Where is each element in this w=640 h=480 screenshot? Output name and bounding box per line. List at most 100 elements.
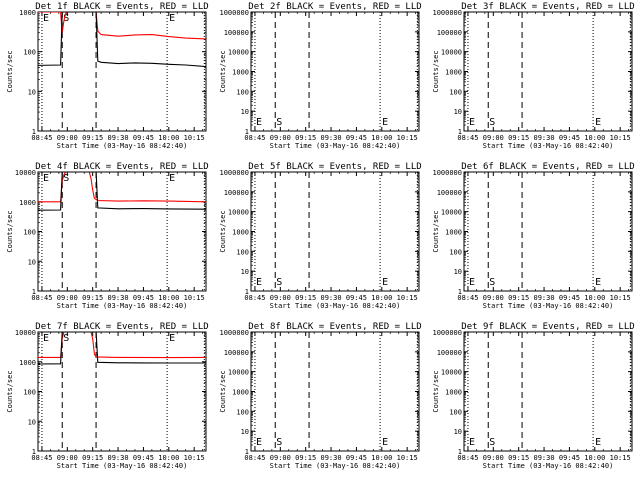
plot-frame xyxy=(37,331,207,452)
y-tick-label: 100 xyxy=(236,88,249,96)
panel-title: Det 5f BLACK = Events, RED = LLD xyxy=(248,162,421,172)
plot-frame xyxy=(250,11,420,132)
x-tick-label: 10:15 xyxy=(184,294,205,302)
x-tick-label: 08:45 xyxy=(31,454,52,462)
plot-frame xyxy=(37,11,207,132)
x-tick-label: 09:15 xyxy=(295,454,316,462)
y-tick-label: 100000 xyxy=(224,189,249,197)
x-tick-label: 09:00 xyxy=(57,294,78,302)
y-tick-label: 100 xyxy=(449,88,462,96)
y-tick-label: 10 xyxy=(454,428,462,436)
panel-det-2f: Det 2f BLACK = Events, RED = LLD 1 10 100 10… xyxy=(219,2,422,150)
x-tick-label: 09:00 xyxy=(57,134,78,142)
x-tick-label: 09:30 xyxy=(321,134,342,142)
x-tick-label: 10:00 xyxy=(584,134,605,142)
x-tick-label: 09:45 xyxy=(346,454,367,462)
y-tick-label: 10000 xyxy=(15,329,36,337)
x-tick-label: 09:15 xyxy=(82,134,103,142)
x-tick-label: 09:30 xyxy=(108,454,129,462)
x-tick-label: 10:00 xyxy=(371,134,392,142)
x-tick-label: 09:15 xyxy=(82,454,103,462)
series-events-black xyxy=(38,332,206,365)
event-marker-E: E xyxy=(256,117,262,128)
y-tick-label: 100 xyxy=(236,408,249,416)
series-lld-red xyxy=(38,12,206,40)
plot-frame xyxy=(37,171,207,292)
y-tick-label: 1 xyxy=(245,128,249,136)
event-marker-S: S xyxy=(63,173,69,184)
x-axis-label: Start Time (03-May-16 08:42:40) xyxy=(483,302,614,310)
y-tick-label: 100000 xyxy=(437,29,462,37)
y-axis-label: Counts/sec xyxy=(219,370,227,412)
x-tick-label: 09:00 xyxy=(483,134,504,142)
panel-title: Det 8f BLACK = Events, RED = LLD xyxy=(248,322,421,332)
x-axis-label: Start Time (03-May-16 08:42:40) xyxy=(270,142,401,150)
x-tick-label: 10:00 xyxy=(584,454,605,462)
x-tick-label: 09:15 xyxy=(295,294,316,302)
event-marker-late-E: E xyxy=(169,333,175,344)
y-tick-label: 10 xyxy=(28,258,36,266)
x-tick-label: 09:00 xyxy=(270,294,291,302)
y-axis-label: Counts/sec xyxy=(432,50,440,92)
plot-frame xyxy=(463,331,633,452)
y-tick-label: 10000 xyxy=(15,169,36,177)
y-tick-label: 1 xyxy=(245,288,249,296)
y-tick-label: 1000000 xyxy=(219,9,249,17)
x-tick-label: 10:00 xyxy=(584,294,605,302)
panel-title: Det 6f BLACK = Events, RED = LLD xyxy=(461,162,634,172)
event-marker-E: E xyxy=(256,277,262,288)
x-tick-label: 10:15 xyxy=(610,454,631,462)
x-axis-label: Start Time (03-May-16 08:42:40) xyxy=(57,462,188,470)
event-marker-S: S xyxy=(489,117,495,128)
y-tick-label: 100 xyxy=(236,248,249,256)
x-tick-label: 09:45 xyxy=(346,134,367,142)
x-tick-label: 10:15 xyxy=(397,454,418,462)
x-tick-label: 09:00 xyxy=(483,294,504,302)
event-marker-S: S xyxy=(63,333,69,344)
y-tick-label: 1 xyxy=(32,128,36,136)
x-tick-label: 10:15 xyxy=(397,134,418,142)
x-axis-label: Start Time (03-May-16 08:42:40) xyxy=(270,462,401,470)
x-tick-label: 08:45 xyxy=(31,134,52,142)
event-marker-E: E xyxy=(43,333,49,344)
event-marker-late-E: E xyxy=(595,277,601,288)
event-marker-late-E: E xyxy=(169,13,175,24)
y-tick-label: 100000 xyxy=(224,29,249,37)
event-marker-S: S xyxy=(276,437,282,448)
event-marker-E: E xyxy=(469,117,475,128)
x-tick-label: 10:15 xyxy=(397,294,418,302)
x-tick-label: 09:45 xyxy=(559,294,580,302)
y-tick-label: 1000000 xyxy=(432,169,462,177)
y-axis-label: Counts/sec xyxy=(432,370,440,412)
x-tick-label: 09:30 xyxy=(321,454,342,462)
x-tick-label: 09:15 xyxy=(295,134,316,142)
x-tick-label: 10:00 xyxy=(158,454,179,462)
y-tick-label: 1000 xyxy=(232,229,249,237)
y-tick-label: 100000 xyxy=(437,349,462,357)
y-tick-label: 1000000 xyxy=(219,169,249,177)
plot-frame xyxy=(463,171,633,292)
x-axis-label: Start Time (03-May-16 08:42:40) xyxy=(57,142,188,150)
x-axis-label: Start Time (03-May-16 08:42:40) xyxy=(483,142,614,150)
x-tick-label: 09:45 xyxy=(559,134,580,142)
event-marker-late-E: E xyxy=(382,117,388,128)
event-marker-S: S xyxy=(489,277,495,288)
x-tick-label: 09:30 xyxy=(108,294,129,302)
y-tick-label: 10 xyxy=(454,108,462,116)
y-axis-label: Counts/sec xyxy=(219,210,227,252)
x-tick-label: 09:45 xyxy=(133,294,154,302)
y-tick-label: 1000 xyxy=(19,359,36,367)
panel-title: Det 3f BLACK = Events, RED = LLD xyxy=(461,2,634,12)
panel-title: Det 9f BLACK = Events, RED = LLD xyxy=(461,322,634,332)
x-tick-label: 08:45 xyxy=(244,454,265,462)
plot-frame xyxy=(463,11,633,132)
x-tick-label: 09:30 xyxy=(534,134,555,142)
event-marker-late-E: E xyxy=(595,117,601,128)
panel-det-6f: Det 6f BLACK = Events, RED = LLD 1 10 100 10… xyxy=(432,162,635,310)
y-tick-label: 10000 xyxy=(228,209,249,217)
x-tick-label: 09:30 xyxy=(108,134,129,142)
y-tick-label: 100 xyxy=(23,229,36,237)
x-tick-label: 08:45 xyxy=(244,294,265,302)
y-tick-label: 100 xyxy=(449,408,462,416)
